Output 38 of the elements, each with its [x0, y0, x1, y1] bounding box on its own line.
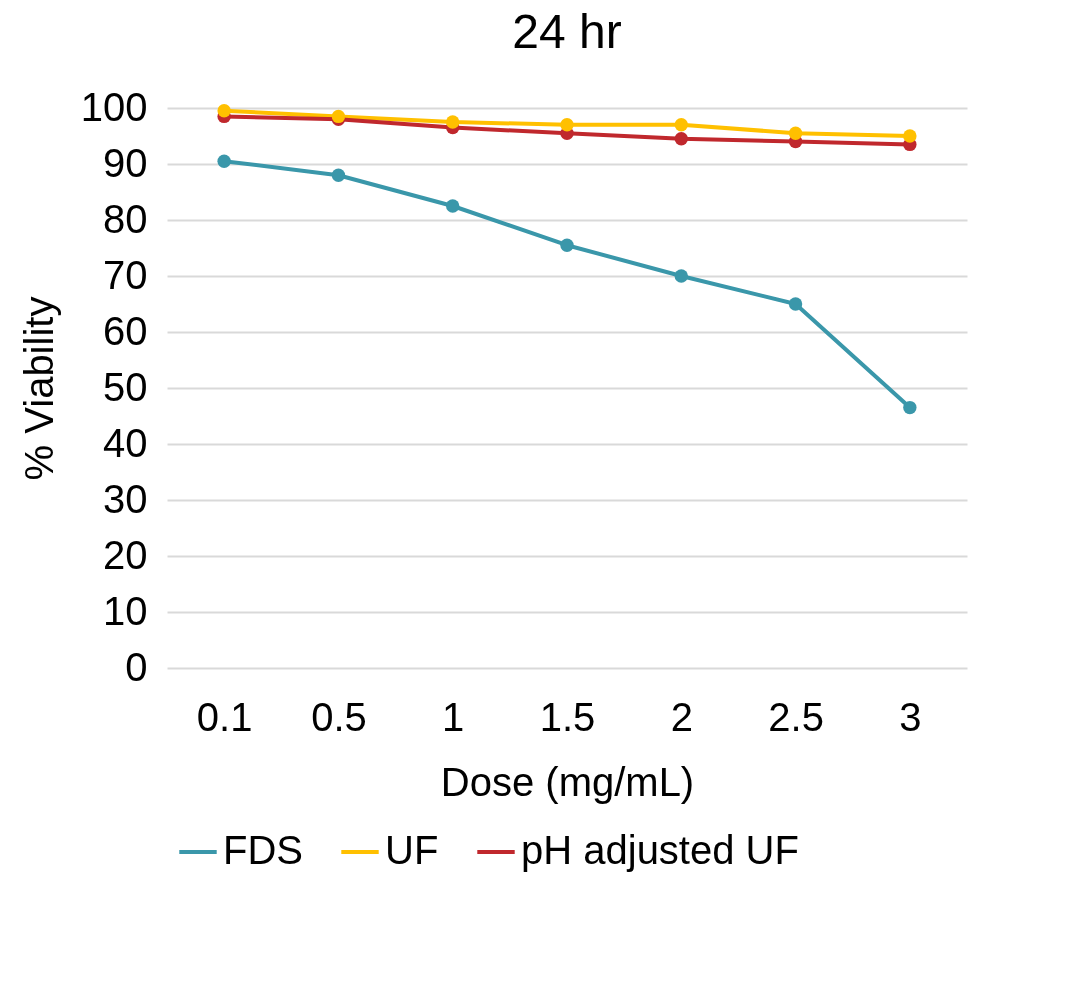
y-tick-label: 20 — [103, 532, 148, 577]
legend-label: pH adjusted UF — [521, 828, 799, 872]
point — [788, 297, 803, 311]
chart-title: 24 hr — [512, 5, 622, 58]
y-tick-label: 30 — [103, 476, 148, 521]
x-axis-title: Dose (mg/mL) — [440, 759, 695, 804]
x-tick-label: 3 — [899, 694, 922, 739]
point — [217, 104, 231, 118]
y-tick-label: 0 — [125, 644, 148, 689]
y-tick-label: 40 — [103, 420, 148, 465]
point — [674, 269, 688, 283]
y-tick-label: 90 — [103, 140, 148, 185]
legend-label: FDS — [223, 828, 303, 872]
y-axis-title: % Viability — [16, 296, 61, 481]
x-tick-label: 0.1 — [196, 694, 253, 739]
point — [788, 126, 803, 140]
y-tick-label: 100 — [80, 84, 148, 129]
x-tick-label: 1.5 — [539, 694, 596, 739]
x-tick-label: 2.5 — [768, 694, 824, 739]
point — [560, 118, 574, 132]
y-tick-label: 80 — [103, 196, 148, 241]
y-tick-label: 60 — [103, 308, 148, 353]
y-tick-label: 50 — [103, 364, 148, 409]
point — [446, 199, 460, 213]
x-tick-label: 2 — [670, 694, 693, 739]
x-tick-label: 1 — [442, 694, 465, 739]
legend-label: UF — [385, 828, 439, 872]
point — [331, 168, 346, 182]
point — [217, 154, 231, 168]
point — [903, 129, 917, 143]
point — [674, 132, 688, 146]
point — [674, 118, 688, 132]
point — [446, 115, 460, 129]
y-tick-label: 10 — [103, 588, 148, 633]
x-tick-label: 0.5 — [311, 694, 367, 739]
point — [903, 400, 917, 415]
point — [560, 238, 574, 252]
y-tick-label: 70 — [103, 252, 148, 297]
